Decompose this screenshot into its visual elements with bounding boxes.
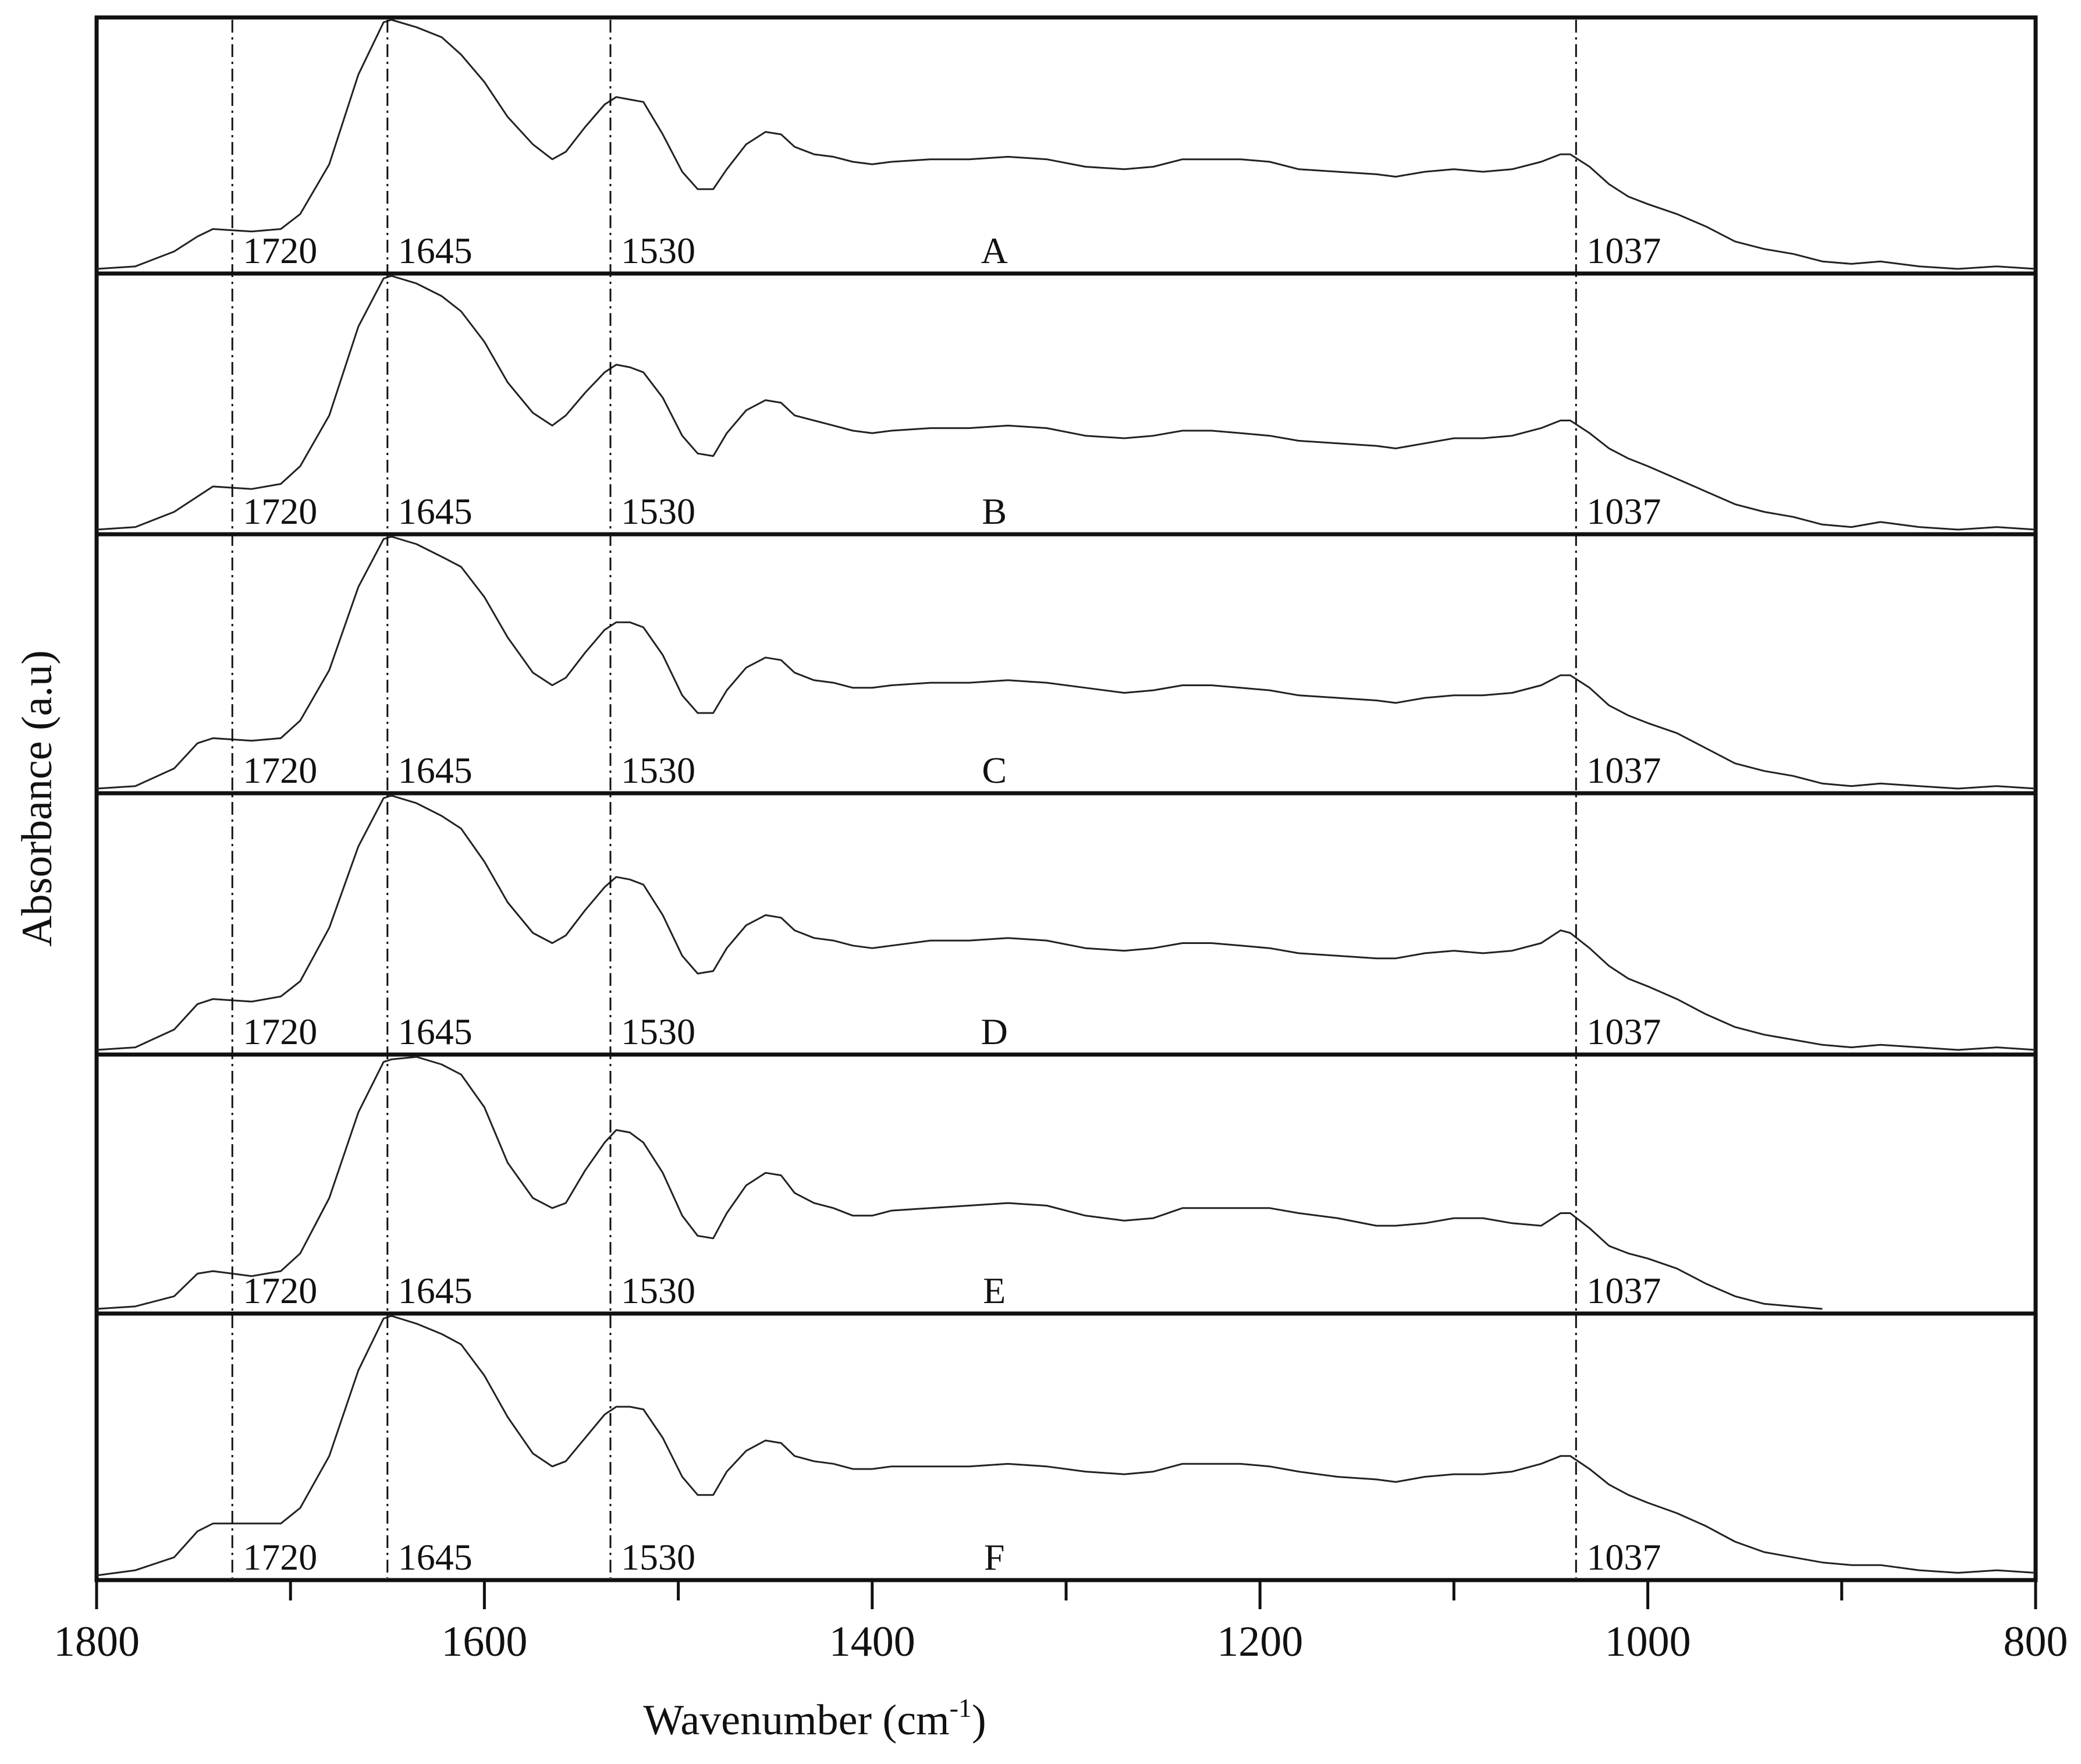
peak-label: 1037 (1586, 1270, 1661, 1311)
x-tick-label: 1600 (441, 1618, 527, 1666)
peak-label: 1720 (243, 1270, 317, 1311)
panel-d: 1720 1645 1530 1037 D (94, 791, 2038, 1057)
spectra-panels: 1720 1645 1530 1037 A 1720 1645 1530 1037 B 1720 16… (94, 15, 2038, 1582)
peak-label: 1645 (398, 491, 473, 532)
x-tick-label: 1800 (54, 1618, 140, 1666)
reference-lines (231, 20, 1577, 1578)
sample-label: B (982, 491, 1007, 532)
peak-label: 1645 (398, 1270, 473, 1311)
peak-label: 1720 (243, 230, 317, 271)
spectrum-line-d (96, 794, 2036, 1051)
spectrum-line-f (96, 1315, 2036, 1577)
x-axis-label-superscript: -1 (950, 1693, 972, 1723)
panel-c: 1720 1645 1530 1037 C (94, 532, 2038, 796)
x-tick-label: 800 (2004, 1618, 2068, 1666)
peak-label: 1645 (398, 750, 473, 791)
peak-label: 1037 (1586, 1011, 1661, 1052)
peak-label: 1530 (621, 750, 695, 791)
peak-label: 1037 (1586, 230, 1661, 271)
peak-label: 1530 (621, 1536, 695, 1578)
peak-label: 1530 (621, 1011, 695, 1052)
sample-label: D (981, 1011, 1008, 1052)
x-axis: 1800 1600 1400 1200 1000 800 (54, 1580, 2068, 1666)
spectrum-line-b (96, 275, 2036, 531)
peak-label: 1530 (621, 1270, 695, 1311)
spectrum-line-c (96, 535, 2036, 790)
peak-label: 1720 (243, 1011, 317, 1052)
panel-b: 1720 1645 1530 1037 B (94, 271, 2038, 537)
y-axis-label: Absorbance (a.u) (13, 650, 61, 947)
sample-label: A (981, 230, 1008, 271)
spectrum-line-a (96, 19, 2036, 270)
peak-label: 1645 (398, 1011, 473, 1052)
sample-label: E (983, 1270, 1006, 1311)
peak-label: 1037 (1586, 491, 1661, 532)
peak-label: 1645 (398, 1536, 473, 1578)
peak-label: 1530 (621, 230, 695, 271)
peak-label: 1645 (398, 230, 473, 271)
peak-label: 1720 (243, 750, 317, 791)
x-tick-label: 1200 (1217, 1618, 1303, 1666)
peak-label: 1037 (1586, 1536, 1661, 1578)
x-axis-label-close: ) (972, 1696, 986, 1744)
x-axis-label: Wavenumber (cm-1) (643, 1693, 986, 1744)
peak-label: 1720 (243, 1536, 317, 1578)
peak-label: 1720 (243, 491, 317, 532)
sample-label: F (984, 1536, 1005, 1578)
peak-label: 1530 (621, 491, 695, 532)
peak-label: 1037 (1586, 750, 1661, 791)
panel-f: 1720 1645 1530 1037 F (94, 1311, 2038, 1582)
spectrum-line-e (96, 1056, 1823, 1310)
sample-label: C (982, 750, 1007, 791)
x-tick-label: 1400 (829, 1618, 915, 1666)
x-axis-label-text: Wavenumber (cm (643, 1696, 949, 1744)
panel-e: 1720 1645 1530 1037 E (94, 1052, 2038, 1316)
x-tick-label: 1000 (1605, 1618, 1691, 1666)
